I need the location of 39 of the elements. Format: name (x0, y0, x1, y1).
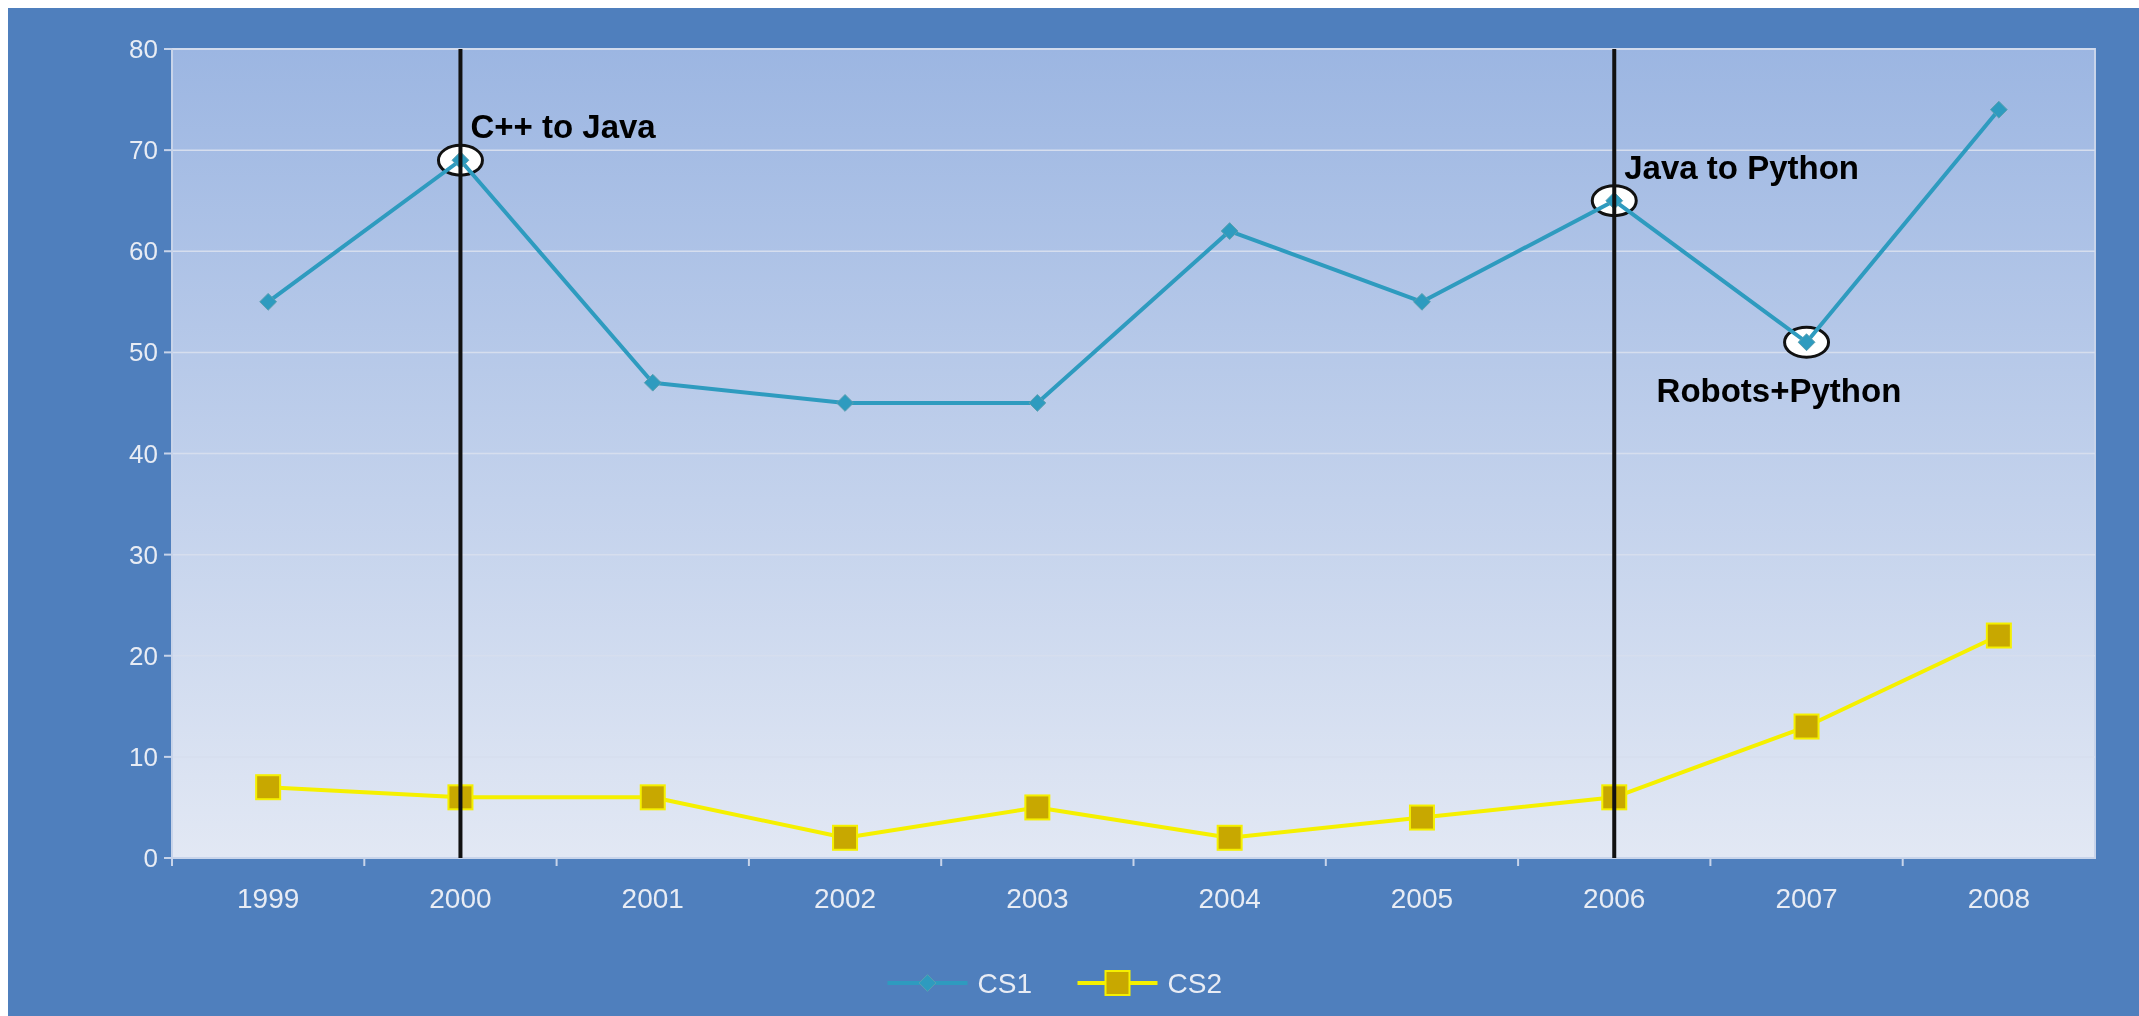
legend-label: CS2 (1167, 967, 1222, 999)
point (1216, 824, 1243, 851)
point (1408, 804, 1435, 831)
y-tick-label: 80 (129, 34, 158, 65)
y-tick-label: 0 (143, 843, 158, 874)
legend-label: CS1 (977, 967, 1032, 999)
point (643, 373, 662, 392)
point (1024, 794, 1051, 821)
y-tick-label: 50 (129, 337, 158, 368)
y-tick-label: 20 (129, 640, 158, 671)
x-tick-label: 2006 (1583, 883, 1646, 914)
annotation: Java to Python (1624, 148, 1859, 186)
x-tick-label: 2007 (1775, 883, 1838, 914)
x-tick-label: 2004 (1198, 883, 1261, 914)
point (255, 774, 282, 801)
x-tick-label: 2001 (621, 883, 684, 914)
x-tick-label: 2003 (1006, 883, 1069, 914)
y-tick-label: 70 (129, 135, 158, 166)
x-tick-label: 2008 (1967, 883, 2030, 914)
y-tick-label: 60 (129, 236, 158, 267)
point (1028, 394, 1047, 412)
point (259, 292, 278, 311)
x-tick-label: 2000 (429, 883, 492, 914)
point (1413, 292, 1431, 311)
x-tick-label: 2005 (1390, 883, 1454, 914)
point (639, 784, 666, 811)
point (1985, 622, 2012, 649)
y-tick-label: 10 (129, 741, 158, 772)
point (1793, 713, 1820, 740)
point (1220, 222, 1239, 240)
annotation: Robots+Python (1656, 372, 1902, 410)
point (832, 824, 859, 851)
y-tick-label: 30 (129, 539, 158, 570)
point (836, 394, 854, 412)
x-tick-label: 1999 (237, 883, 300, 914)
point (1989, 100, 2008, 119)
annotation: C++ to Java (470, 108, 657, 146)
y-tick-label: 40 (129, 438, 158, 469)
x-tick-label: 2002 (813, 883, 877, 914)
